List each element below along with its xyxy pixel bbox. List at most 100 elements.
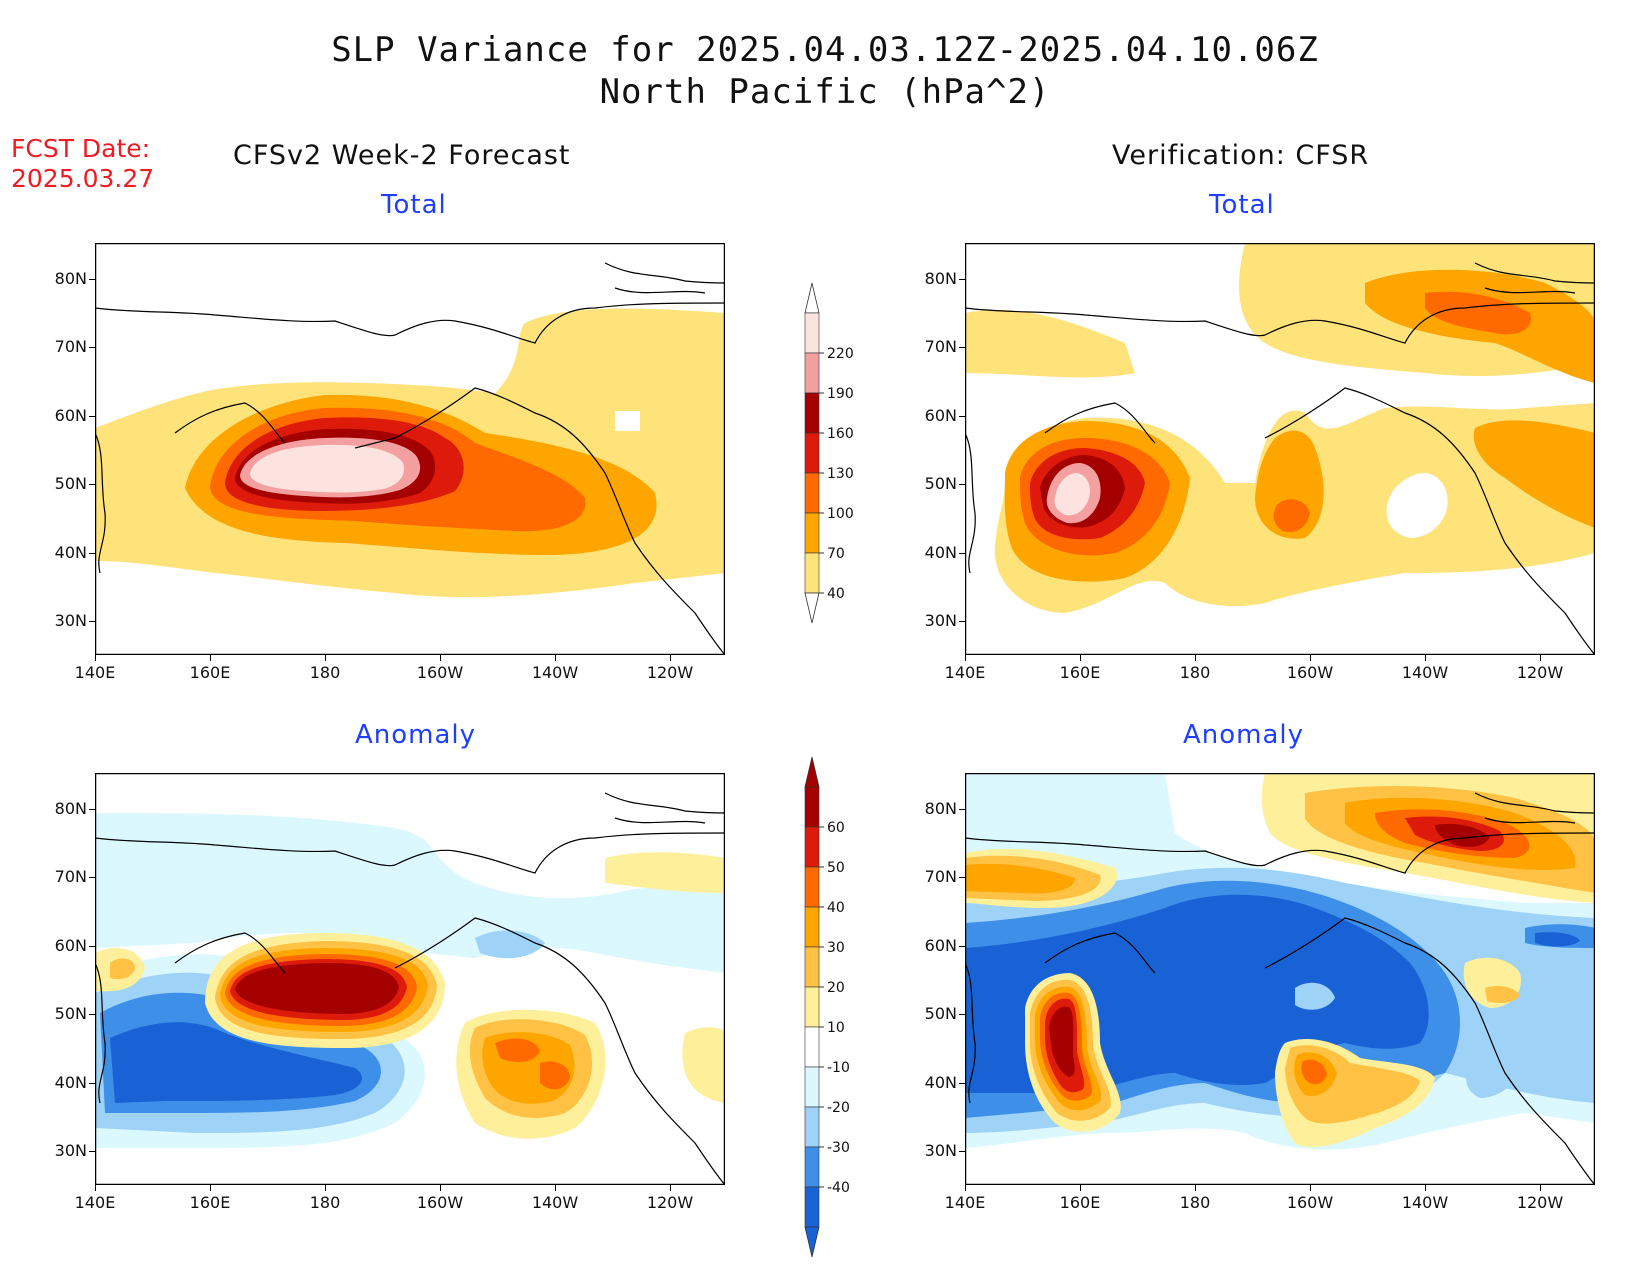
lon-tick-forecast-total: 160E bbox=[189, 663, 231, 682]
lat-tick-mark bbox=[89, 1151, 95, 1152]
lon-tick-mark bbox=[440, 655, 441, 661]
fill-60-west bbox=[1049, 1006, 1075, 1077]
lon-tick-forecast-anomaly: 120W bbox=[646, 1193, 694, 1212]
contours-verification-anomaly bbox=[965, 773, 1595, 1150]
lat-tick-forecast-total: 80N bbox=[54, 269, 87, 288]
lon-tick-forecast-anomaly: 140W bbox=[531, 1193, 579, 1212]
fill-10-ne bbox=[605, 852, 725, 893]
hole-bering bbox=[1386, 473, 1448, 538]
map-verification-total bbox=[965, 243, 1595, 655]
panel-label-verification-anomaly: Anomaly bbox=[1183, 720, 1305, 750]
lat-tick-mark bbox=[89, 877, 95, 878]
lat-tick-forecast-anomaly: 30N bbox=[54, 1141, 87, 1160]
colorbar-anomaly-label: -40 bbox=[827, 1180, 850, 1196]
colorbar-anomaly-label: -10 bbox=[827, 1060, 850, 1076]
map-frame bbox=[965, 243, 1595, 655]
map-frame bbox=[95, 773, 725, 1185]
lon-tick-mark bbox=[1425, 1185, 1426, 1191]
lat-tick-mark bbox=[959, 416, 965, 417]
fill-m20-gulf bbox=[475, 930, 545, 959]
lat-tick-mark bbox=[959, 621, 965, 622]
lat-tick-verification-anomaly: 80N bbox=[924, 799, 957, 818]
fill-m40-east bbox=[1535, 932, 1580, 947]
lon-tick-forecast-total: 180 bbox=[309, 663, 341, 682]
colorbar-anomaly-label: 20 bbox=[827, 980, 845, 996]
colorbar-total-bottom-arrow bbox=[804, 592, 820, 624]
fill-40-west bbox=[965, 309, 1135, 378]
colorbar-total-segment bbox=[804, 312, 820, 354]
lat-tick-verification-total: 50N bbox=[924, 474, 957, 493]
lon-tick-forecast-total: 120W bbox=[646, 663, 694, 682]
lon-tick-verification-total: 140E bbox=[944, 663, 986, 682]
colorbar-anomaly: 60 50 40 30 20 10 -10 -20 -30 -40 bbox=[804, 756, 850, 1258]
lat-tick-forecast-total: 40N bbox=[54, 543, 87, 562]
colorbar-anomaly-label: 30 bbox=[827, 940, 845, 956]
lon-tick-verification-anomaly: 160W bbox=[1286, 1193, 1334, 1212]
fill-20-west bbox=[110, 958, 135, 980]
map-forecast-total bbox=[95, 243, 725, 655]
colorbar-anomaly-segment bbox=[804, 1146, 820, 1188]
lat-tick-forecast-total: 50N bbox=[54, 474, 87, 493]
lat-tick-mark bbox=[959, 484, 965, 485]
lon-tick-forecast-total: 140E bbox=[74, 663, 116, 682]
lon-tick-mark bbox=[1425, 655, 1426, 661]
lat-tick-mark bbox=[89, 484, 95, 485]
chart-title-line2: North Pacific (hPa^2) bbox=[599, 72, 1051, 112]
fill-30-west-n bbox=[965, 863, 1075, 894]
lon-tick-forecast-total: 140W bbox=[531, 663, 579, 682]
lon-tick-forecast-anomaly: 160E bbox=[189, 1193, 231, 1212]
lon-tick-forecast-anomaly: 140E bbox=[74, 1193, 116, 1212]
fill-100-north bbox=[1425, 291, 1531, 335]
lon-tick-mark bbox=[1310, 655, 1311, 661]
lon-tick-mark bbox=[670, 655, 671, 661]
lat-tick-mark bbox=[959, 1014, 965, 1015]
coastlines bbox=[965, 792, 1595, 1185]
fill-60-main bbox=[235, 963, 399, 1014]
colorbar-anomaly-segment bbox=[804, 946, 820, 988]
coastlines bbox=[965, 262, 1595, 655]
lon-tick-mark bbox=[555, 655, 556, 661]
colorbar-anomaly-segment bbox=[804, 906, 820, 948]
hole-central bbox=[1295, 982, 1335, 1010]
lat-tick-verification-total: 80N bbox=[924, 269, 957, 288]
lat-tick-verification-anomaly: 40N bbox=[924, 1073, 957, 1092]
lat-tick-mark bbox=[959, 877, 965, 878]
lat-tick-mark bbox=[89, 279, 95, 280]
lon-tick-mark bbox=[95, 655, 96, 661]
colorbar-anomaly-segment bbox=[804, 826, 820, 868]
lat-tick-verification-total: 30N bbox=[924, 611, 957, 630]
coastlines bbox=[95, 792, 725, 1185]
colorbar-anomaly-segment bbox=[804, 1106, 820, 1148]
lat-tick-verification-anomaly: 70N bbox=[924, 867, 957, 886]
lon-tick-verification-anomaly: 140E bbox=[944, 1193, 986, 1212]
contours-forecast-anomaly bbox=[95, 813, 725, 1148]
lat-tick-mark bbox=[959, 1083, 965, 1084]
lon-tick-mark bbox=[1310, 1185, 1311, 1191]
colorbar-anomaly-segment bbox=[804, 1066, 820, 1108]
lat-tick-verification-total: 60N bbox=[924, 406, 957, 425]
colorbar-anomaly-label: 10 bbox=[827, 1020, 845, 1036]
lat-tick-verification-anomaly: 60N bbox=[924, 936, 957, 955]
panel-label-forecast-total: Total bbox=[381, 190, 447, 220]
lon-tick-verification-anomaly: 180 bbox=[1179, 1193, 1211, 1212]
lon-tick-mark bbox=[210, 1185, 211, 1191]
colorbar-total-label: 40 bbox=[827, 586, 845, 602]
map-forecast-anomaly bbox=[95, 773, 725, 1185]
fcst-date-value: 2025.03.27 bbox=[11, 164, 155, 193]
fill-m10-north bbox=[95, 813, 725, 973]
map-verification-anomaly bbox=[965, 773, 1595, 1185]
lon-tick-mark bbox=[965, 655, 966, 661]
lat-tick-mark bbox=[89, 347, 95, 348]
colorbar-anomaly-top-arrow bbox=[804, 756, 820, 788]
right-column-title: Verification: CFSR bbox=[1112, 140, 1370, 171]
panel-label-verification-total: Total bbox=[1209, 190, 1275, 220]
lat-tick-mark bbox=[959, 809, 965, 810]
fill-60-north bbox=[1435, 823, 1490, 847]
lon-tick-verification-total: 160E bbox=[1059, 663, 1101, 682]
lon-tick-mark bbox=[555, 1185, 556, 1191]
colorbar-total-top-arrow bbox=[804, 282, 820, 314]
colorbar-total-label: 160 bbox=[827, 426, 854, 442]
lon-tick-mark bbox=[325, 655, 326, 661]
colorbar-total-label: 220 bbox=[827, 346, 854, 362]
lon-tick-verification-anomaly: 160E bbox=[1059, 1193, 1101, 1212]
